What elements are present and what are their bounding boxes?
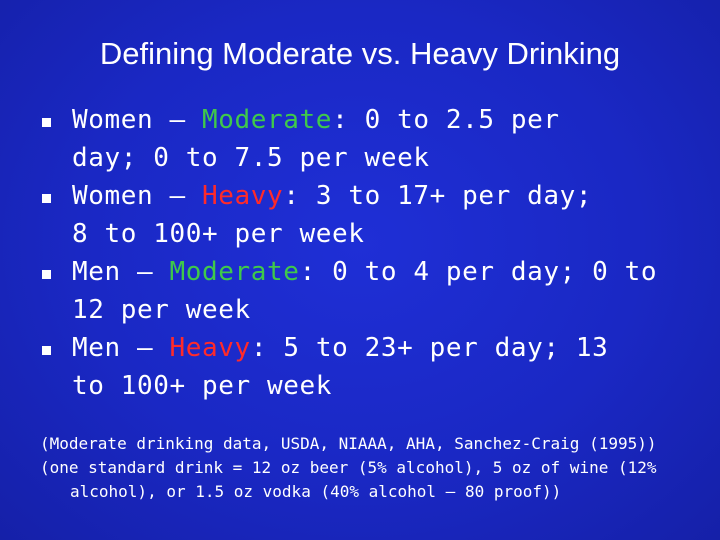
source-note: (Moderate drinking data, USDA, NIAAA, AH… — [40, 434, 657, 453]
bullet-square-icon — [42, 118, 51, 127]
bullet-continuation: 12 per week — [72, 295, 251, 325]
bullet-continuation: to 100+ per week — [72, 371, 333, 401]
bullet-square-icon — [42, 194, 51, 203]
standard-drink-note-continued: alcohol), or 1.5 oz vodka (40% alcohol –… — [70, 482, 562, 501]
standard-drink-note: (one standard drink = 12 oz beer (5% alc… — [40, 458, 657, 477]
keyword-moderate: Moderate — [169, 257, 300, 287]
bullet-prefix: Men – — [72, 257, 170, 287]
keyword-heavy: Heavy — [202, 181, 284, 211]
keyword-heavy: Heavy — [169, 333, 251, 363]
bullet-prefix: Women – — [72, 181, 203, 211]
bullet-rest: : 0 to 4 per day; 0 to — [299, 257, 658, 287]
slide-title: Defining Moderate vs. Heavy Drinking — [99, 36, 621, 71]
bullet-rest: : 0 to 2.5 per — [332, 105, 560, 135]
bullet-men-moderate: Men – Moderate: 0 to 4 per day; 0 to 12 … — [40, 253, 680, 329]
bullet-square-icon — [42, 270, 51, 279]
bullet-women-moderate: Women – Moderate: 0 to 2.5 per day; 0 to… — [40, 101, 680, 177]
keyword-moderate: Moderate — [202, 105, 333, 135]
bullet-continuation: day; 0 to 7.5 per week — [72, 143, 430, 173]
bullet-men-heavy: Men – Heavy: 5 to 23+ per day; 13 to 100… — [40, 329, 680, 405]
bullet-square-icon — [42, 346, 51, 355]
bullet-rest: : 5 to 23+ per day; 13 — [250, 333, 609, 363]
bullet-rest: : 3 to 17+ per day; — [283, 181, 593, 211]
footnotes: (Moderate drinking data, USDA, NIAAA, AH… — [40, 432, 700, 504]
bullet-continuation: 8 to 100+ per week — [72, 219, 365, 249]
bullet-list: Women – Moderate: 0 to 2.5 per day; 0 to… — [40, 101, 680, 405]
bullet-women-heavy: Women – Heavy: 3 to 17+ per day; 8 to 10… — [40, 177, 680, 253]
bullet-prefix: Women – — [72, 105, 203, 135]
bullet-prefix: Men – — [72, 333, 170, 363]
